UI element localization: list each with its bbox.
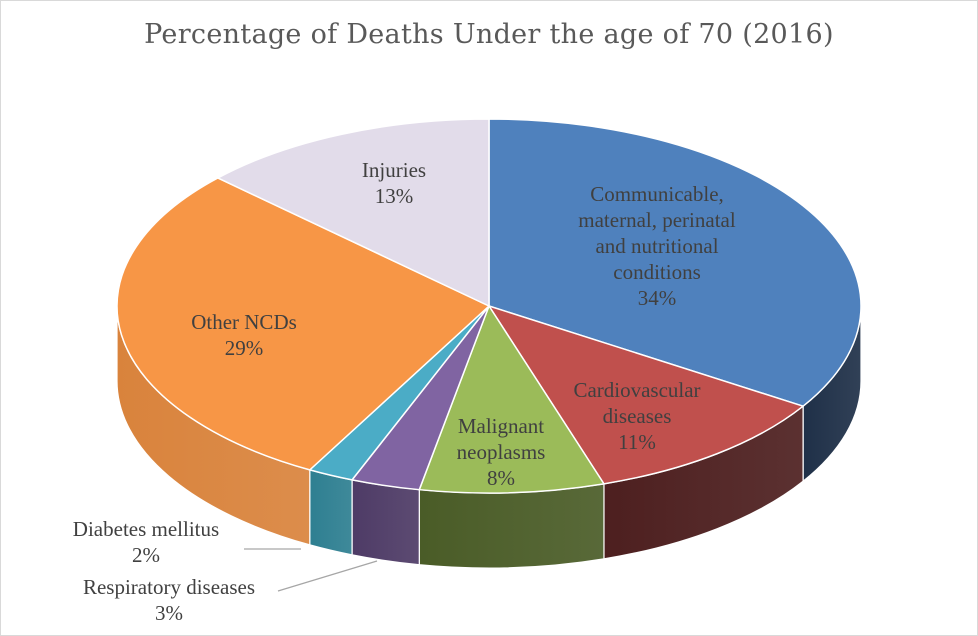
slice-name-line: Respiratory diseases bbox=[83, 575, 255, 599]
slice-label-malignant-neoplasms: Malignant neoplasms 8% bbox=[457, 414, 546, 490]
pie-side-group bbox=[116, 305, 862, 569]
slice-label-communicable-maternal-perinatal-and-nutritional-conditions: Communicable, maternal, perinatal and nutr… bbox=[578, 182, 736, 310]
pie-side-respiratory-diseases bbox=[351, 479, 420, 566]
slice-percent-label: 34% bbox=[638, 286, 677, 310]
pie-labels: Communicable, maternal, perinatal and nutr… bbox=[73, 158, 736, 625]
slice-name-line: Diabetes mellitus bbox=[73, 517, 219, 541]
pie-slice-communicable-maternal-perinatal-and-nutritional-conditions bbox=[488, 118, 862, 407]
slice-label-cardiovascular-diseases: Cardiovascular diseases 11% bbox=[573, 378, 700, 454]
slice-name-line: Other NCDs bbox=[191, 310, 297, 334]
leader-line-respiratory-diseases bbox=[277, 560, 378, 592]
slice-name-line: maternal, perinatal bbox=[578, 208, 736, 232]
slice-name-line: conditions bbox=[613, 260, 701, 284]
pie-slice-other-ncds bbox=[116, 177, 490, 471]
pie-side-diabetes-mellitus bbox=[309, 469, 353, 556]
chart-title: Percentage of Deaths Under the age of 70… bbox=[144, 19, 834, 50]
slice-percent-label: 8% bbox=[487, 466, 515, 490]
slice-percent-label: 2% bbox=[132, 543, 160, 567]
slice-label-other-ncds: Other NCDs 29% bbox=[191, 310, 297, 360]
pie-slice-cardiovascular-diseases bbox=[488, 305, 804, 485]
pie-side-malignant-neoplasms bbox=[418, 483, 605, 569]
slice-percent-label: 3% bbox=[155, 601, 183, 625]
slice-name-line: neoplasms bbox=[457, 440, 546, 464]
slice-percent-label: 13% bbox=[375, 184, 414, 208]
slice-label-respiratory-diseases: Respiratory diseases 3% bbox=[83, 575, 255, 625]
slice-percent-label: 11% bbox=[618, 430, 656, 454]
slice-name-line: Malignant bbox=[458, 414, 544, 438]
slice-label-diabetes-mellitus: Diabetes mellitus 2% bbox=[73, 517, 219, 567]
slice-name-line: diseases bbox=[603, 404, 672, 428]
slice-percent-label: 29% bbox=[225, 336, 264, 360]
pie-top-group bbox=[116, 118, 862, 494]
slice-name-line: Communicable, bbox=[590, 182, 724, 206]
slice-name-line: Cardiovascular bbox=[573, 378, 700, 402]
slice-label-injuries: Injuries 13% bbox=[362, 158, 426, 208]
slice-name-line: Injuries bbox=[362, 158, 426, 182]
pie-slice-malignant-neoplasms bbox=[418, 305, 605, 494]
pie-slice-injuries bbox=[217, 118, 490, 307]
slice-name-line: and nutritional bbox=[595, 234, 718, 258]
